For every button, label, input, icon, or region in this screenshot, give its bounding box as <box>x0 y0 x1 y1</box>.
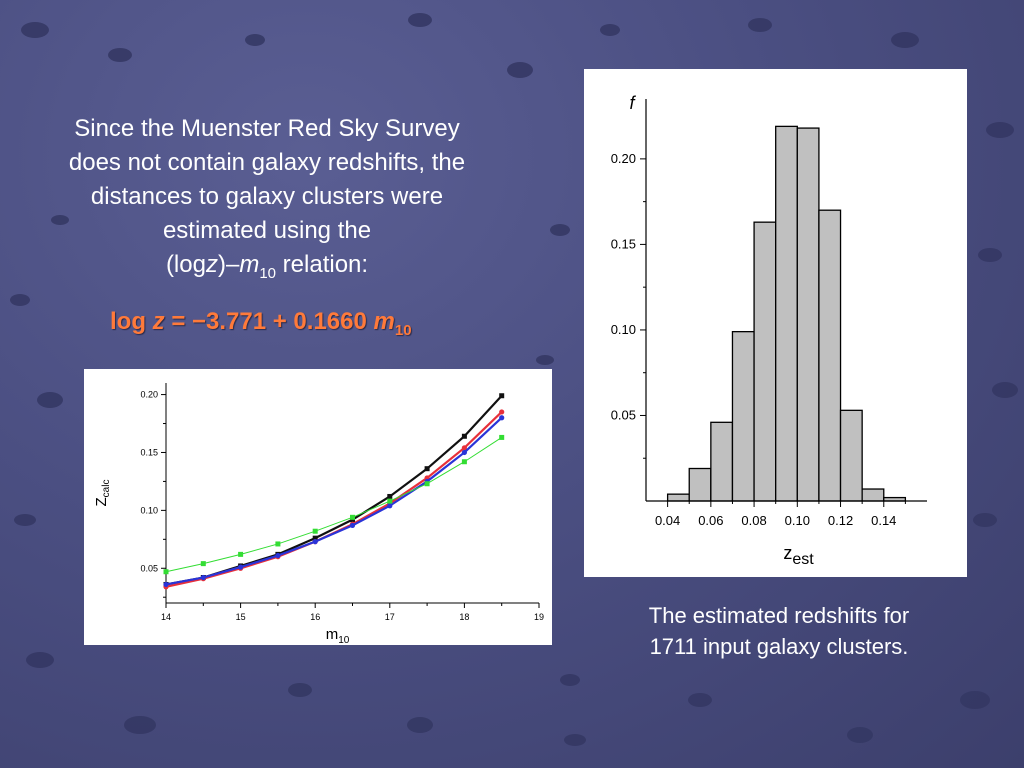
y-tick-label: 0.15 <box>140 447 158 457</box>
histogram-bar <box>818 209 842 502</box>
caption-line-1: The estimated redshifts for <box>648 603 910 628</box>
relation-mid: )– <box>217 251 240 278</box>
relation-open: (log <box>165 251 206 278</box>
histogram-caption: The estimated redshifts for 1711 input g… <box>614 600 944 662</box>
y-axis-label: Zcalc <box>93 480 112 507</box>
x-tick-label: 17 <box>385 612 395 622</box>
x-tick-label: 15 <box>236 612 246 622</box>
series-line <box>165 437 502 573</box>
data-point <box>275 552 281 559</box>
y-tick-label: 0.15 <box>611 236 636 251</box>
data-point <box>461 433 467 439</box>
relation-end: relation: <box>276 251 369 278</box>
intro-line-2: does not contain galaxy redshifts, the <box>68 149 466 176</box>
x-tick-label: 16 <box>310 612 320 622</box>
x-tick-label: 18 <box>459 612 469 622</box>
data-point <box>163 581 169 588</box>
intro-line-4: estimated using the <box>162 217 372 244</box>
relation-sub: 10 <box>259 264 276 282</box>
data-point <box>312 535 318 541</box>
series-4 <box>163 434 505 575</box>
histogram-bar <box>839 409 863 502</box>
intro-line-3: distances to galaxy clusters were <box>90 183 444 210</box>
y-tick-label: 0.10 <box>611 322 636 337</box>
data-point <box>163 569 169 575</box>
y-tick-label: 0.05 <box>611 407 636 422</box>
zest-histogram-panel: 0.04 0.06 0.08 0.10 0.12 0.14 0.05 0.10 0.15 0.20… <box>584 69 967 577</box>
series-2 <box>163 409 505 590</box>
formula: log z = −3.771 + 0.1660 m10 <box>110 308 412 339</box>
x-tick-label: 0.12 <box>828 513 853 528</box>
formula-z: z <box>152 308 165 335</box>
caption-line-2: 1711 input galaxy clusters. <box>649 634 909 659</box>
data-point <box>461 459 467 465</box>
data-point <box>387 503 393 509</box>
data-point <box>275 541 281 547</box>
y-tick-label: 0.05 <box>140 563 158 573</box>
x-tick-label: 14 <box>161 612 171 622</box>
x-tick-label: 0.14 <box>871 513 896 528</box>
series-line <box>165 416 503 586</box>
data-point <box>349 522 356 529</box>
data-point <box>238 564 244 570</box>
series-line <box>165 394 503 586</box>
data-point <box>424 466 430 472</box>
relation-z: z <box>205 251 218 278</box>
data-point <box>200 574 206 581</box>
y-tick-label: 0.20 <box>611 151 636 166</box>
histogram-bar <box>710 421 734 502</box>
data-point <box>200 561 206 567</box>
zcalc-chart: 14 15 16 17 18 19 0.05 0.10 0.15 0.20 m10 Zcalc <box>93 383 544 646</box>
x-axis-label: zest <box>783 543 814 568</box>
x-tick-label: 0.04 <box>655 513 680 528</box>
zest-histogram: 0.04 0.06 0.08 0.10 0.12 0.14 0.05 0.10 0.15 0.20… <box>611 93 927 568</box>
histogram-bar <box>753 221 777 502</box>
formula-sub: 10 <box>394 321 412 339</box>
data-point <box>499 434 505 440</box>
histogram-bar <box>688 467 712 502</box>
data-point <box>461 449 467 456</box>
relation-m: m <box>239 251 260 278</box>
x-axis-label: m10 <box>326 626 350 645</box>
y-axis-label: f <box>629 93 636 113</box>
y-tick-label: 0.20 <box>140 390 158 400</box>
data-point <box>499 415 505 421</box>
intro-relation: (logz)–m10 relation: <box>20 248 514 291</box>
data-point <box>424 481 430 487</box>
x-tick-label: 0.08 <box>741 513 766 528</box>
formula-body: = −3.771 + 0.1660 <box>164 308 374 335</box>
data-point <box>350 514 355 520</box>
data-point <box>461 445 467 451</box>
data-point <box>312 528 318 534</box>
histogram-bar <box>796 127 820 502</box>
y-tick-label: 0.10 <box>140 505 158 515</box>
x-tick-label: 19 <box>534 612 544 622</box>
formula-prefix: log <box>110 308 153 335</box>
histogram-bar <box>731 330 755 502</box>
x-tick-label: 0.10 <box>785 513 810 528</box>
intro-line-1: Since the Muenster Red Sky Survey <box>74 115 460 142</box>
histogram-bar <box>861 488 885 502</box>
data-point <box>499 393 505 399</box>
series-1 <box>163 393 505 587</box>
x-tick-label: 0.06 <box>698 513 723 528</box>
data-point <box>387 498 393 504</box>
data-point <box>387 493 393 499</box>
data-point <box>312 539 318 545</box>
histogram-bar <box>775 125 798 502</box>
zcalc-chart-panel: 14 15 16 17 18 19 0.05 0.10 0.15 0.20 m10 Zcalc <box>84 369 552 646</box>
histogram-bar <box>666 493 690 502</box>
intro-text: Since the Muenster Red Sky Survey does n… <box>20 112 514 291</box>
formula-m: m <box>373 308 395 335</box>
data-point <box>499 409 505 415</box>
data-point <box>238 551 244 557</box>
